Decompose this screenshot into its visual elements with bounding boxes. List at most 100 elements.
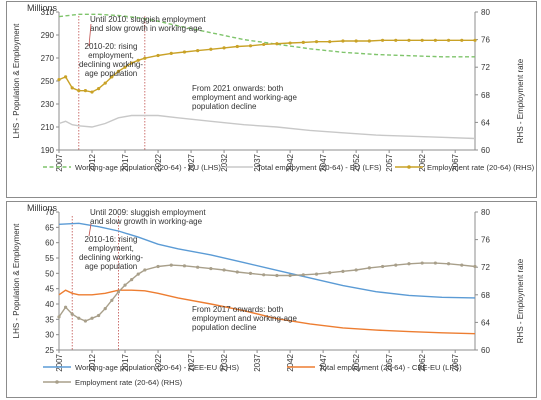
rate-data-point [136,58,140,62]
rate-data-point [57,315,61,319]
rate-data-point [110,298,114,302]
series-line-2 [58,114,476,140]
rate-data-point [169,263,173,267]
x-tick-label: 2022 [154,153,163,171]
x-tick-label: 2027 [187,153,196,171]
x-tick-label: 2027 [187,353,196,371]
left-tick-label: 290 [41,31,55,40]
left-tick-label: 30 [45,331,54,340]
annotation-text: Until 2010: sluggish employment [90,15,206,24]
rate-data-point [341,39,345,43]
rate-data-point [235,44,239,49]
rate-data-point [97,313,101,318]
rate-data-point [143,56,147,60]
legend-marker [407,165,411,169]
rate-data-point [64,75,68,79]
rate-data-point [314,40,319,44]
legend-entry: Working-age population (20-64) - CEE-EU … [75,363,240,372]
x-tick-label: 2022 [154,353,163,371]
rate-data-point [182,50,187,54]
annotation-text: From 2021 onwards: both [192,84,283,93]
left-tick-label: 310 [41,8,55,17]
rate-data-point [275,42,279,46]
x-tick-label: 2017 [121,353,130,371]
annotation-text: declining working- [79,253,143,262]
right-tick-label: 72 [481,63,490,72]
x-tick-label: 2057 [385,353,394,371]
rate-data-point [123,283,127,287]
left-tick-label: 250 [41,77,55,86]
left-tick-label: 45 [45,285,54,294]
rate-data-point [328,271,332,275]
rate-data-point [314,272,319,276]
annotation-text: age population [85,69,138,78]
left-tick-label: 50 [45,269,54,278]
series-line-1 [58,13,475,58]
rate-data-point [248,44,253,48]
x-tick-label: 2057 [385,153,394,171]
left-tick-label: 230 [41,100,55,109]
rate-data-point [83,89,88,93]
rate-data-point [77,89,81,93]
rate-data-point [70,312,74,316]
rate-data-point [473,264,477,269]
rate-data-point [407,38,411,42]
rate-data-point [407,262,411,266]
rate-data-point [460,38,464,42]
rate-data-point [116,69,121,73]
x-tick-label: 2032 [220,353,229,371]
rate-data-point [301,273,305,277]
annotation-text: Until 2009: sluggish employment [90,208,206,217]
left-tick-label: 70 [45,208,54,217]
x-tick-label: 2042 [286,153,295,171]
annotation-text: population decline [192,102,257,111]
annotation-text: 2010-20: rising [85,42,138,51]
x-tick-label: 2007 [55,353,64,371]
rate-data-point [209,47,213,51]
left-tick-label: 35 [45,315,54,324]
rate-data-point [97,86,101,91]
rate-data-point [110,75,114,79]
annotation-text: employment, [88,51,134,60]
legend-entry: Employment rate (20-64) (RHS) [427,163,535,172]
cee-chart: Millions 25 30 35 40 45 50 55 60 65 70 60 64 68 72 76 80… [12,203,525,387]
rate-data-point [473,38,477,42]
x-tick-label: 2042 [286,353,295,371]
x-tick-label: 2007 [55,153,64,171]
x-tick-label: 2052 [352,353,361,371]
rate-data-point [123,65,127,69]
x-tick-label: 2037 [253,153,262,171]
rate-data-point [433,38,437,42]
annotation-arrow [88,223,92,237]
rate-data-point [275,273,279,278]
x-tick-label: 2047 [319,353,328,371]
rate-data-point [288,41,292,45]
annotation-text: 2010-16: rising [85,235,138,244]
annotation-text: employment and working-age [192,314,297,323]
annotation-text: and slow growth in working-age [90,24,203,33]
x-tick-label: 2062 [418,153,427,171]
rate-data-point [248,271,253,276]
rate-data-point [367,266,371,270]
series-line-1 [58,222,476,299]
x-tick-label: 2012 [88,353,97,371]
rate-data-point [341,269,345,273]
left-tick-label: 65 [45,223,54,232]
rate-data-point [130,278,134,282]
right-tick-label: 60 [481,146,490,155]
rate-data-point [136,272,140,276]
y2-axis-title: RHS - Employment rate [516,258,525,343]
right-tick-label: 64 [481,318,490,327]
annotation-text: employment and working-age [192,93,297,102]
right-tick-label: 80 [481,208,490,217]
annotation-text: employment, [88,244,134,253]
rate-data-point [103,81,107,85]
rate-data-point [354,268,358,272]
annotation-text: and slow growth in working-age [90,217,203,226]
left-tick-label: 190 [41,146,55,155]
right-tick-label: 80 [481,8,490,17]
rate-data-point [262,273,266,277]
rate-data-point [209,266,213,271]
legend-entry: Working-age population (20-64) - EU (LHS… [75,163,221,172]
annotation-text: declining working- [79,60,143,69]
